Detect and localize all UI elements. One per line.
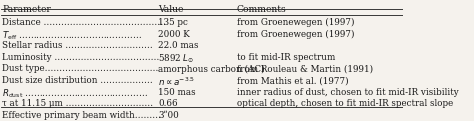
Text: Effective primary beam width………: Effective primary beam width……… — [2, 111, 161, 120]
Text: $T_{\rm eff}$ ……………………………………: $T_{\rm eff}$ …………………………………… — [2, 30, 142, 42]
Text: amorphous carbon (AC): amorphous carbon (AC) — [158, 64, 265, 74]
Text: 3ʺ00: 3ʺ00 — [158, 111, 179, 120]
Text: $n \propto a^{-3.5}$: $n \propto a^{-3.5}$ — [158, 76, 195, 88]
Text: Distance ……………………………………: Distance …………………………………… — [2, 18, 166, 27]
Text: to fit mid-IR spectrum: to fit mid-IR spectrum — [237, 53, 335, 62]
Text: from Mathis et al. (1977): from Mathis et al. (1977) — [237, 76, 348, 85]
Text: Stellar radius …………………………: Stellar radius ………………………… — [2, 41, 153, 50]
Text: Dust type…………………………………: Dust type………………………………… — [2, 64, 159, 73]
Text: optical depth, chosen to fit mid-IR spectral slope: optical depth, chosen to fit mid-IR spec… — [237, 99, 453, 108]
Text: inner radius of dust, chosen to fit mid-IR visibility: inner radius of dust, chosen to fit mid-… — [237, 88, 458, 97]
Text: 22.0 mas: 22.0 mas — [158, 41, 199, 50]
Text: from Groenewegen (1997): from Groenewegen (1997) — [237, 18, 354, 27]
Text: Luminosity ………………………………: Luminosity ……………………………… — [2, 53, 160, 62]
Text: Comments: Comments — [237, 5, 286, 14]
Text: from Groenewegen (1997): from Groenewegen (1997) — [237, 30, 354, 39]
Text: τ at 11.15 μm …………………………: τ at 11.15 μm ………………………… — [2, 99, 153, 108]
Text: from Rouleau & Martin (1991): from Rouleau & Martin (1991) — [237, 64, 373, 73]
Text: Value: Value — [158, 5, 183, 14]
Text: 150 mas: 150 mas — [158, 88, 196, 97]
Text: 135 pc: 135 pc — [158, 18, 188, 27]
Text: 0.66: 0.66 — [158, 99, 178, 108]
Text: 5892 $L_{\odot}$: 5892 $L_{\odot}$ — [158, 53, 194, 65]
Text: $R_{\rm dust}$ ……………………………………: $R_{\rm dust}$ …………………………………… — [2, 88, 148, 100]
Text: 2000 K: 2000 K — [158, 30, 190, 39]
Text: Parameter: Parameter — [2, 5, 51, 14]
Text: Dust size distribution ………………: Dust size distribution ……………… — [2, 76, 153, 85]
